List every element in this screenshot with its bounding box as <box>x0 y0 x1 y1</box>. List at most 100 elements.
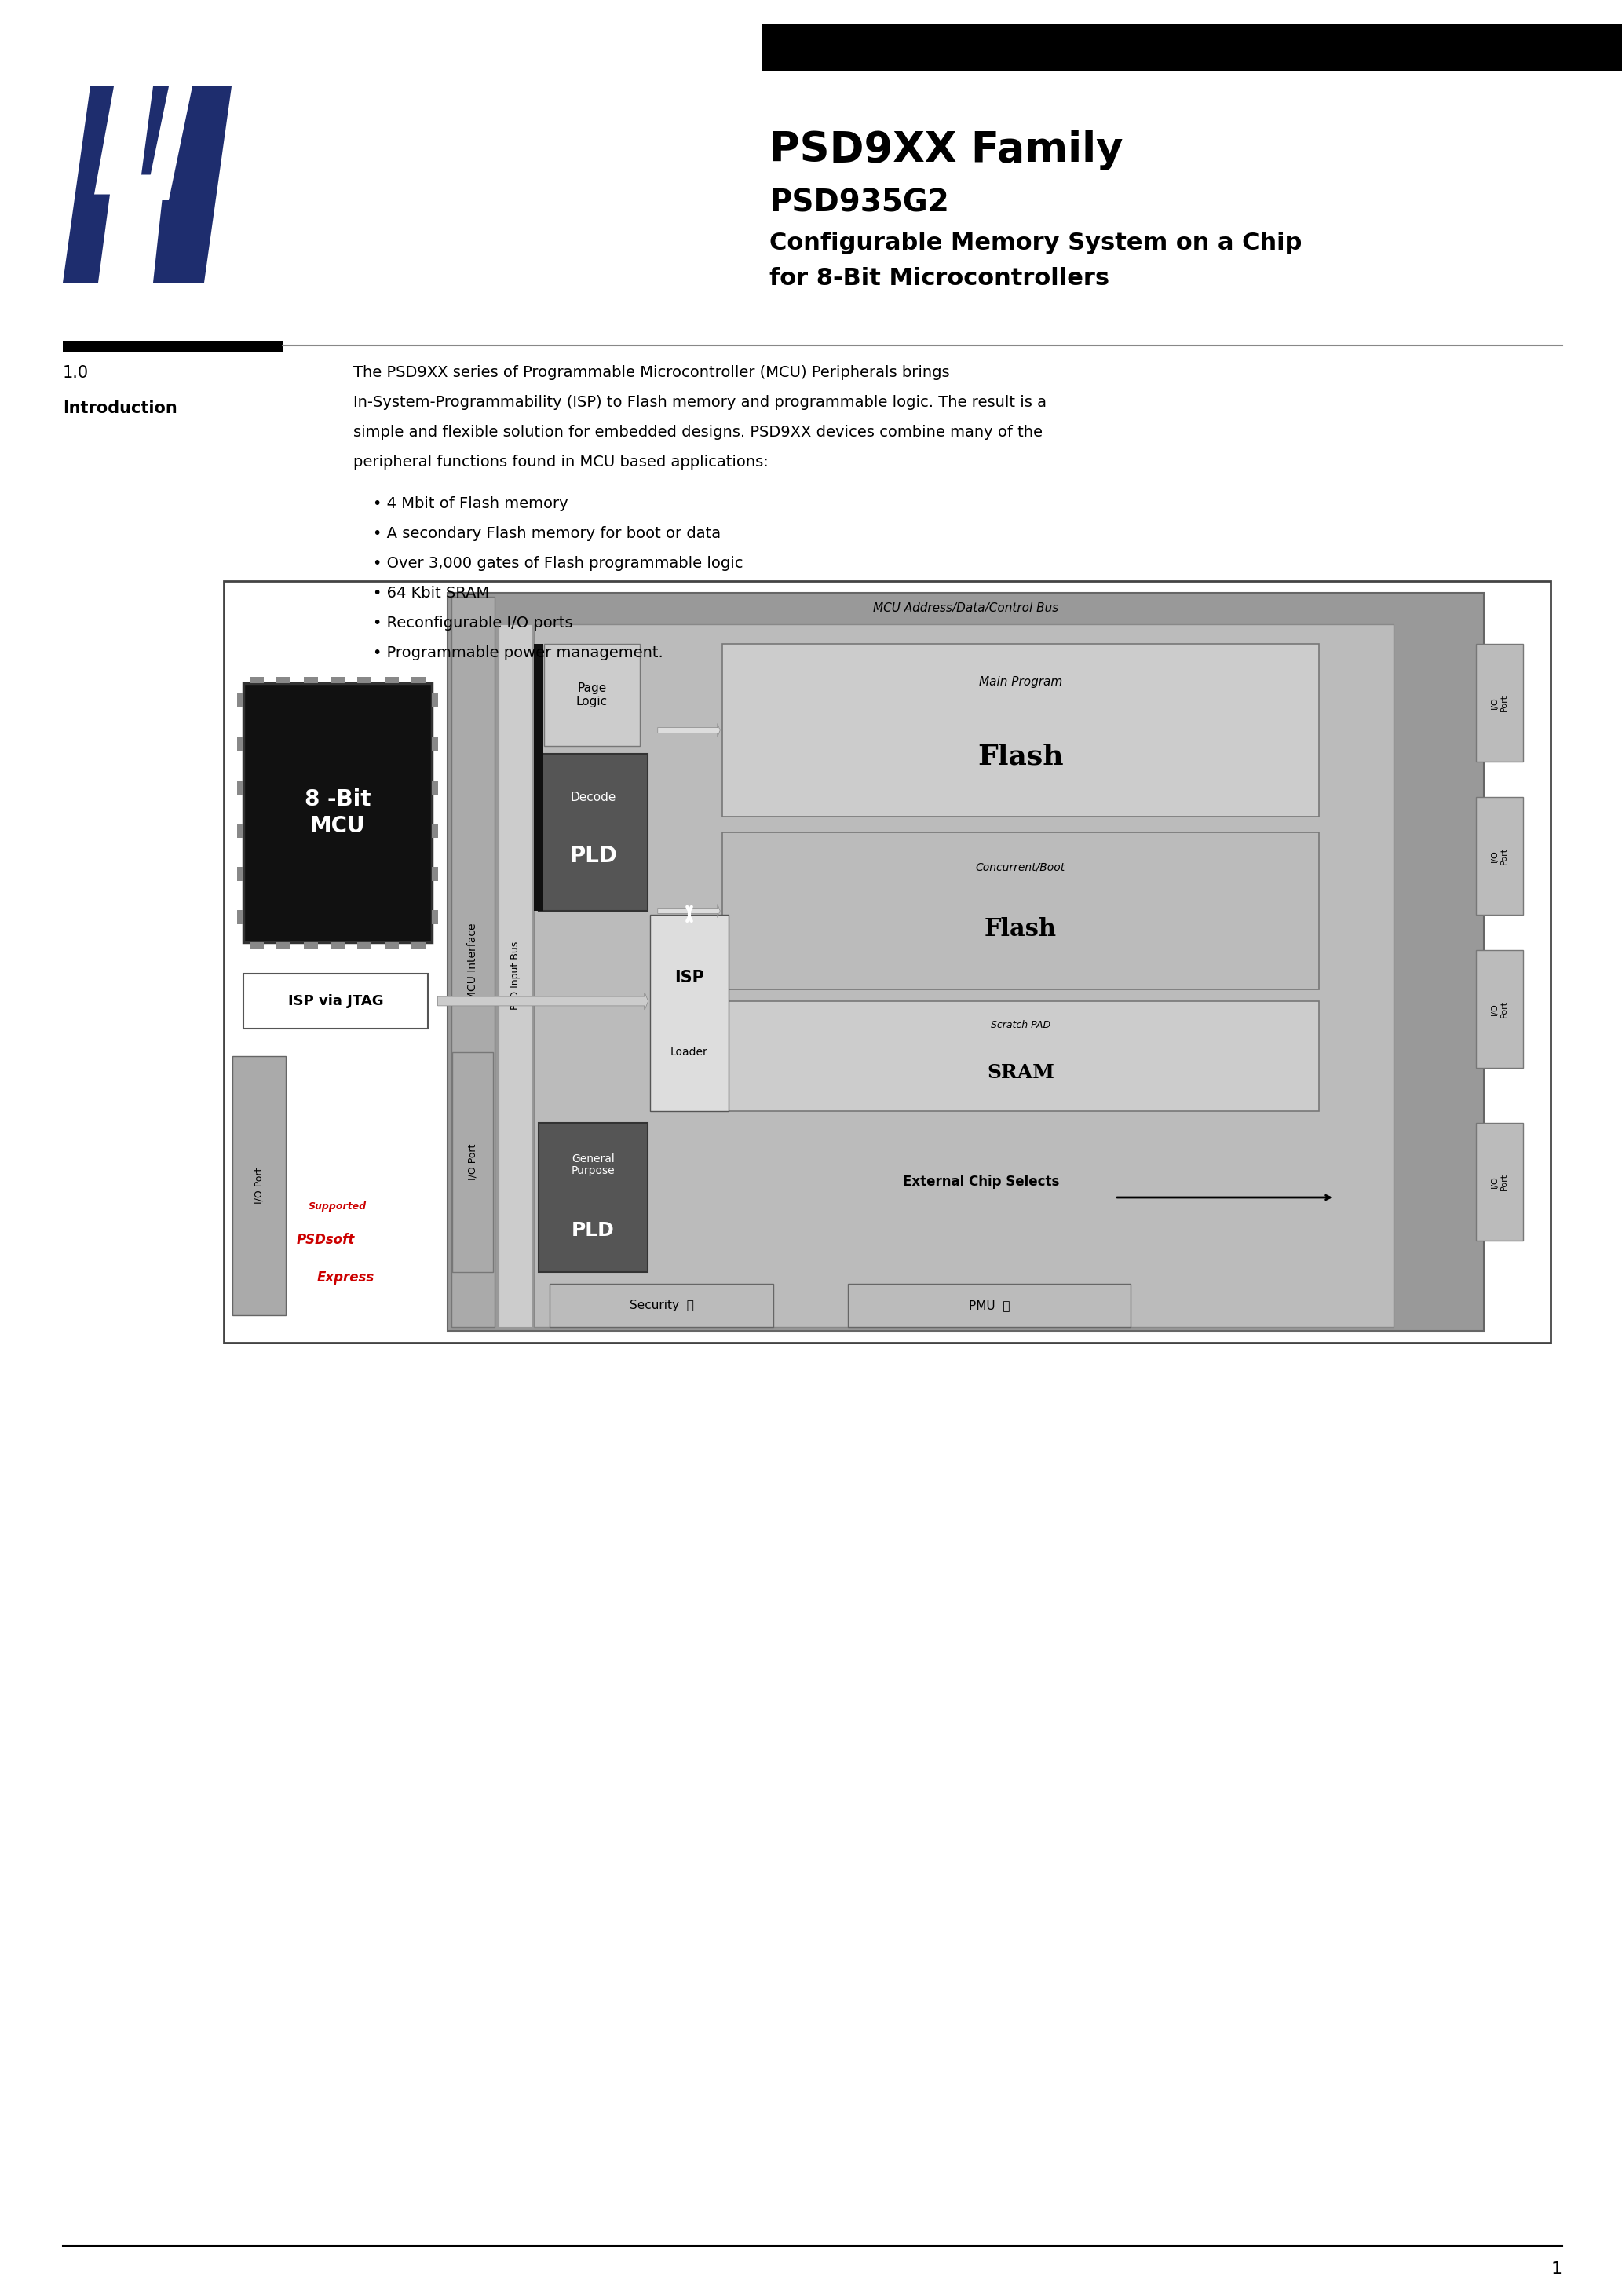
Text: I/O
Port: I/O Port <box>1491 1173 1508 1189</box>
Text: Scratch PAD: Scratch PAD <box>991 1019 1051 1031</box>
Text: General
Purpose: General Purpose <box>571 1153 615 1176</box>
Bar <box>303 941 318 948</box>
Bar <box>243 684 431 941</box>
Bar <box>412 941 425 948</box>
Bar <box>1476 797 1523 914</box>
Text: 8 -Bit
MCU: 8 -Bit MCU <box>305 788 371 838</box>
Bar <box>722 833 1319 990</box>
Text: I/O Port: I/O Port <box>467 1143 478 1180</box>
Text: for 8-Bit Microcontrollers: for 8-Bit Microcontrollers <box>769 266 1109 289</box>
Text: • 4 Mbit of Flash memory: • 4 Mbit of Flash memory <box>373 496 568 512</box>
Bar <box>431 781 438 794</box>
Text: SRAM: SRAM <box>986 1063 1054 1081</box>
Bar <box>224 581 1551 1343</box>
Bar <box>650 914 728 1111</box>
Text: I/O
Port: I/O Port <box>1491 847 1508 866</box>
Bar <box>384 941 399 948</box>
Bar <box>431 909 438 923</box>
Bar <box>237 693 243 707</box>
Bar <box>250 941 264 948</box>
Bar <box>550 1283 774 1327</box>
Bar <box>451 597 495 1327</box>
Text: Introduction: Introduction <box>63 400 177 416</box>
Polygon shape <box>94 87 165 282</box>
Text: In-System-Programmability (ISP) to Flash memory and programmable logic. The resu: In-System-Programmability (ISP) to Flash… <box>354 395 1046 411</box>
Text: peripheral functions found in MCU based applications:: peripheral functions found in MCU based … <box>354 455 769 471</box>
Bar <box>250 677 264 684</box>
Text: 1: 1 <box>1551 2262 1562 2278</box>
Bar <box>722 643 1319 817</box>
Text: • Programmable power management.: • Programmable power management. <box>373 645 663 661</box>
Text: PSDsoft: PSDsoft <box>297 1233 355 1247</box>
Bar <box>303 677 318 684</box>
Bar <box>1476 951 1523 1068</box>
Text: Page
Logic: Page Logic <box>576 682 608 707</box>
Bar <box>431 866 438 882</box>
Bar <box>762 23 1622 71</box>
Bar <box>453 1052 493 1272</box>
Text: I/O
Port: I/O Port <box>1491 1001 1508 1017</box>
Text: simple and flexible solution for embedded designs. PSD9XX devices combine many o: simple and flexible solution for embedde… <box>354 425 1043 441</box>
Bar <box>331 941 344 948</box>
Text: PLD Input Bus: PLD Input Bus <box>511 941 521 1010</box>
Text: • Over 3,000 gates of Flash programmable logic: • Over 3,000 gates of Flash programmable… <box>373 556 743 572</box>
Bar <box>412 677 425 684</box>
Text: Flash: Flash <box>985 918 1058 941</box>
Bar <box>722 1001 1319 1111</box>
Bar <box>448 592 1484 1332</box>
Bar <box>1476 643 1523 762</box>
Bar <box>277 677 290 684</box>
Bar <box>237 909 243 923</box>
Text: 1.0: 1.0 <box>63 365 89 381</box>
Text: External Chip Selects: External Chip Selects <box>903 1176 1059 1189</box>
Text: Concurrent/Boot: Concurrent/Boot <box>976 861 1066 872</box>
Bar <box>534 643 543 912</box>
Bar <box>539 1123 647 1272</box>
Bar <box>243 974 428 1029</box>
Text: I/O Port: I/O Port <box>255 1166 264 1203</box>
Bar <box>848 1283 1131 1327</box>
Text: • 64 Kbit SRAM: • 64 Kbit SRAM <box>373 585 490 602</box>
Text: • A secondary Flash memory for boot or data: • A secondary Flash memory for boot or d… <box>373 526 720 542</box>
Bar <box>1476 1123 1523 1240</box>
Bar <box>543 643 639 746</box>
Text: ISP via JTAG: ISP via JTAG <box>287 994 383 1008</box>
Bar <box>357 941 371 948</box>
Bar <box>63 340 282 351</box>
Text: Main Program: Main Program <box>980 675 1062 689</box>
Text: Loader: Loader <box>670 1047 709 1058</box>
Text: I/O
Port: I/O Port <box>1491 693 1508 712</box>
Text: Security  🔒: Security 🔒 <box>629 1300 694 1311</box>
Polygon shape <box>63 87 232 282</box>
Bar <box>277 941 290 948</box>
Text: Configurable Memory System on a Chip: Configurable Memory System on a Chip <box>769 232 1302 255</box>
Bar <box>431 737 438 751</box>
Bar <box>232 1056 285 1316</box>
Text: Flash: Flash <box>978 744 1064 769</box>
Text: • Reconfigurable I/O ports: • Reconfigurable I/O ports <box>373 615 573 631</box>
Bar <box>331 677 344 684</box>
Bar <box>539 753 647 912</box>
Bar <box>237 824 243 838</box>
Polygon shape <box>146 87 193 200</box>
Bar <box>357 677 371 684</box>
Bar <box>384 677 399 684</box>
Text: Supported: Supported <box>308 1201 367 1212</box>
Text: PSD935G2: PSD935G2 <box>769 188 949 218</box>
Text: PLD: PLD <box>571 1221 615 1240</box>
Text: Decode: Decode <box>571 792 616 804</box>
Bar <box>498 625 532 1327</box>
Text: Express: Express <box>316 1270 375 1286</box>
Text: ISP: ISP <box>675 969 704 985</box>
Text: PSD9XX Family: PSD9XX Family <box>769 129 1122 170</box>
Bar <box>431 693 438 707</box>
Bar <box>534 625 1393 1327</box>
Bar <box>237 866 243 882</box>
Text: PLD: PLD <box>569 845 616 868</box>
Text: The PSD9XX series of Programmable Microcontroller (MCU) Peripherals brings: The PSD9XX series of Programmable Microc… <box>354 365 949 381</box>
Text: PMU  🔒: PMU 🔒 <box>968 1300 1011 1311</box>
Text: MCU Address/Data/Control Bus: MCU Address/Data/Control Bus <box>873 602 1059 613</box>
Bar <box>237 737 243 751</box>
Bar <box>237 781 243 794</box>
Bar <box>431 824 438 838</box>
